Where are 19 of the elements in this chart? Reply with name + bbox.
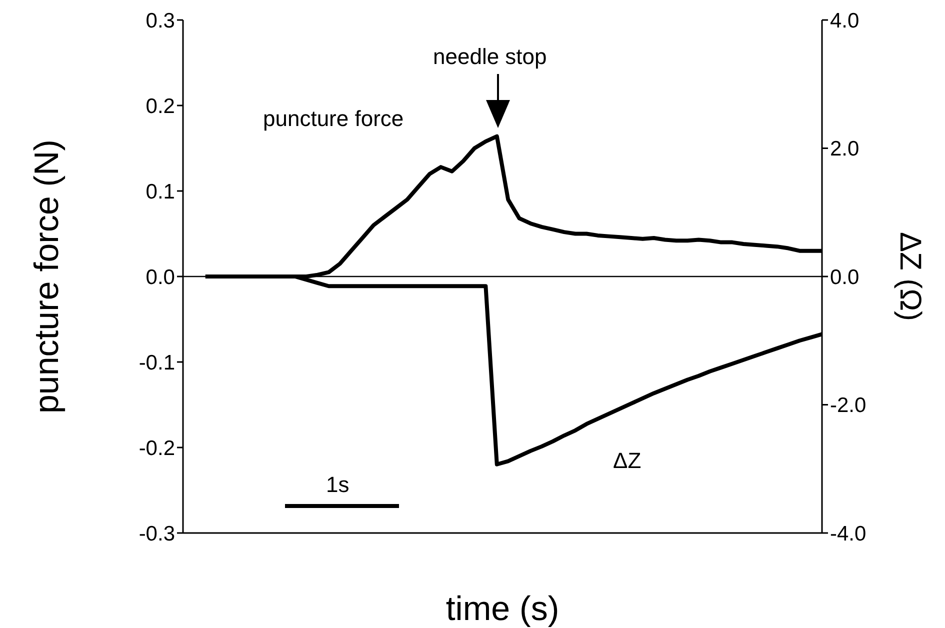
y-tick-label: -0.1 (138, 351, 175, 374)
annotation: needle stop (433, 44, 547, 70)
y-tick-label: 0.2 (146, 94, 175, 118)
annotation: 1s (326, 472, 350, 498)
y-tick-label: -0.3 (138, 522, 175, 546)
y2-tick-label: -2.0 (830, 394, 866, 418)
y2-tick-label: -4.0 (830, 522, 866, 546)
y-tick-label: 0.1 (146, 180, 175, 204)
series-label: ΔZ (613, 448, 642, 474)
text: puncture force (263, 106, 404, 132)
y-axis-title: puncture force (N) (28, 140, 66, 414)
y-tick-label: -0.2 (138, 436, 175, 460)
y2-tick-label: 4.0 (830, 9, 860, 32)
y-tick-label: 0.0 (146, 266, 175, 289)
x-axis-title: time (s) (446, 590, 560, 628)
y2-axis-title: ΔZ (Ω) (893, 232, 926, 322)
y-tick-label: 0.3 (146, 9, 175, 32)
y2-tick-label: 0.0 (830, 266, 860, 289)
y2-tick-label: 2.0 (830, 138, 860, 161)
